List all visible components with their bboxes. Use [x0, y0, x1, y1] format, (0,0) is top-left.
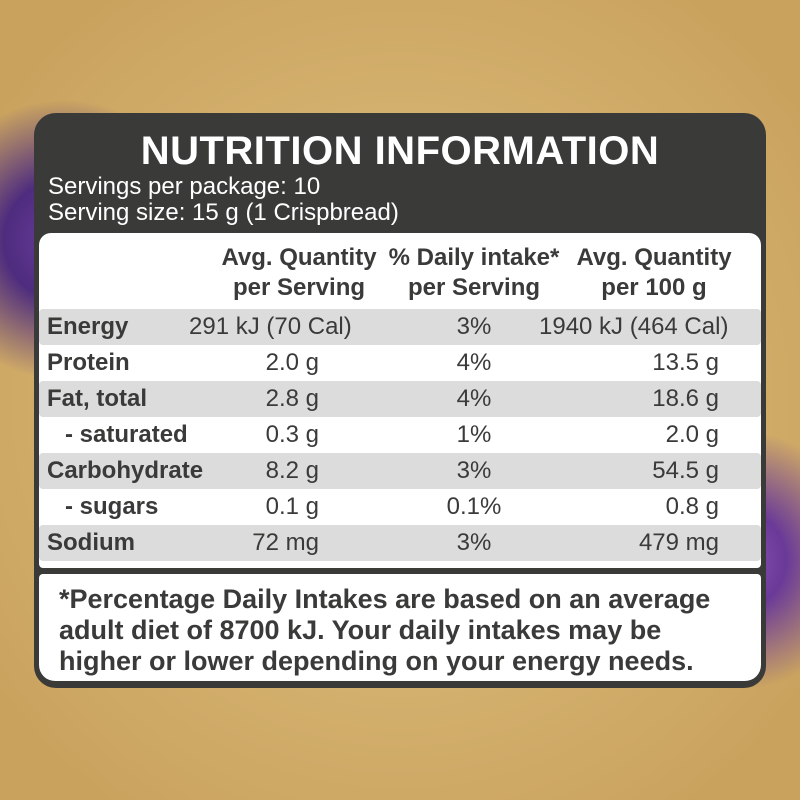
row-label: Fat, total	[47, 385, 147, 412]
row-label: - sugars	[65, 493, 159, 520]
footnote-line: adult diet of 8700 kJ. Your daily intake…	[59, 615, 662, 645]
per-100g-value: 2.0 g	[665, 421, 719, 448]
table-row-protein: Protein 2.0 g 4% 13.5 g	[39, 345, 761, 381]
nutrition-table: Avg. Quantity per Serving % Daily intake…	[39, 233, 761, 568]
per-100g-value: 18.6 g	[652, 385, 719, 412]
serving-size: Serving size: 15 g (1 Crispbread)	[48, 199, 399, 226]
per-100g-value: 0.8 g	[665, 493, 719, 520]
label-header: NUTRITION INFORMATION Servings per packa…	[34, 113, 766, 231]
footnote-panel: *Percentage Daily Intakes are based on a…	[39, 574, 761, 681]
table-row-carbohydrate: Carbohydrate 8.2 g 3% 54.5 g	[39, 453, 761, 489]
servings-per-package: Servings per package: 10	[48, 173, 321, 200]
daily-intake-value: 4%	[456, 349, 492, 376]
per-serving-value: 2.0 g	[265, 349, 319, 376]
table-row-fat-total: Fat, total 2.8 g 4% 18.6 g	[39, 381, 761, 417]
footnote: *Percentage Daily Intakes are based on a…	[59, 584, 759, 677]
daily-intake-value: 3%	[456, 457, 492, 484]
row-label: Energy	[47, 313, 129, 340]
table-body: Energy 291 kJ (70 Cal) 3% 1940 kJ (464 C…	[39, 309, 761, 561]
table-row-saturated: - saturated 0.3 g 1% 2.0 g	[39, 417, 761, 453]
row-label: Carbohydrate	[47, 457, 204, 484]
row-label: Sodium	[47, 529, 135, 556]
table-row-energy: Energy 291 kJ (70 Cal) 3% 1940 kJ (464 C…	[39, 309, 761, 345]
per-serving-value: 72 mg	[252, 529, 319, 556]
footnote-line: *Percentage Daily Intakes are based on a…	[59, 584, 711, 614]
daily-intake-value: 4%	[456, 385, 492, 412]
daily-intake-value: 3%	[456, 313, 492, 340]
daily-intake-value: 3%	[456, 529, 492, 556]
table-row-sodium: Sodium 72 mg 3% 479 mg	[39, 525, 761, 561]
nutrition-label: NUTRITION INFORMATION Servings per packa…	[34, 113, 766, 688]
column-header-per-100g: Avg. Quantity per 100 g	[576, 244, 732, 301]
per-100g-value: 54.5 g	[652, 457, 719, 484]
table-row-sugars: - sugars 0.1 g 0.1% 0.8 g	[39, 489, 761, 525]
per-serving-value: 0.1 g	[265, 493, 319, 520]
per-100g-value: 479 mg	[638, 529, 719, 556]
footnote-line: higher or lower depending on your energy…	[59, 646, 694, 676]
per-100g-value: 13.5 g	[652, 349, 719, 376]
per-serving-value: 291 kJ (70 Cal)	[189, 313, 352, 340]
row-label: Protein	[47, 349, 130, 376]
column-header-per-serving: Avg. Quantity per Serving	[221, 244, 377, 301]
per-serving-value: 0.3 g	[265, 421, 319, 448]
column-header-daily-intake: % Daily intake* per Serving	[388, 244, 560, 301]
label-title: NUTRITION INFORMATION	[140, 129, 660, 173]
table-divider	[39, 568, 761, 576]
per-100g-value: 1940 kJ (464 Cal)	[539, 313, 729, 340]
per-serving-value: 8.2 g	[265, 457, 319, 484]
row-label: - saturated	[65, 421, 188, 448]
per-serving-value: 2.8 g	[265, 385, 319, 412]
daily-intake-value: 1%	[456, 421, 492, 448]
daily-intake-value: 0.1%	[446, 493, 502, 520]
